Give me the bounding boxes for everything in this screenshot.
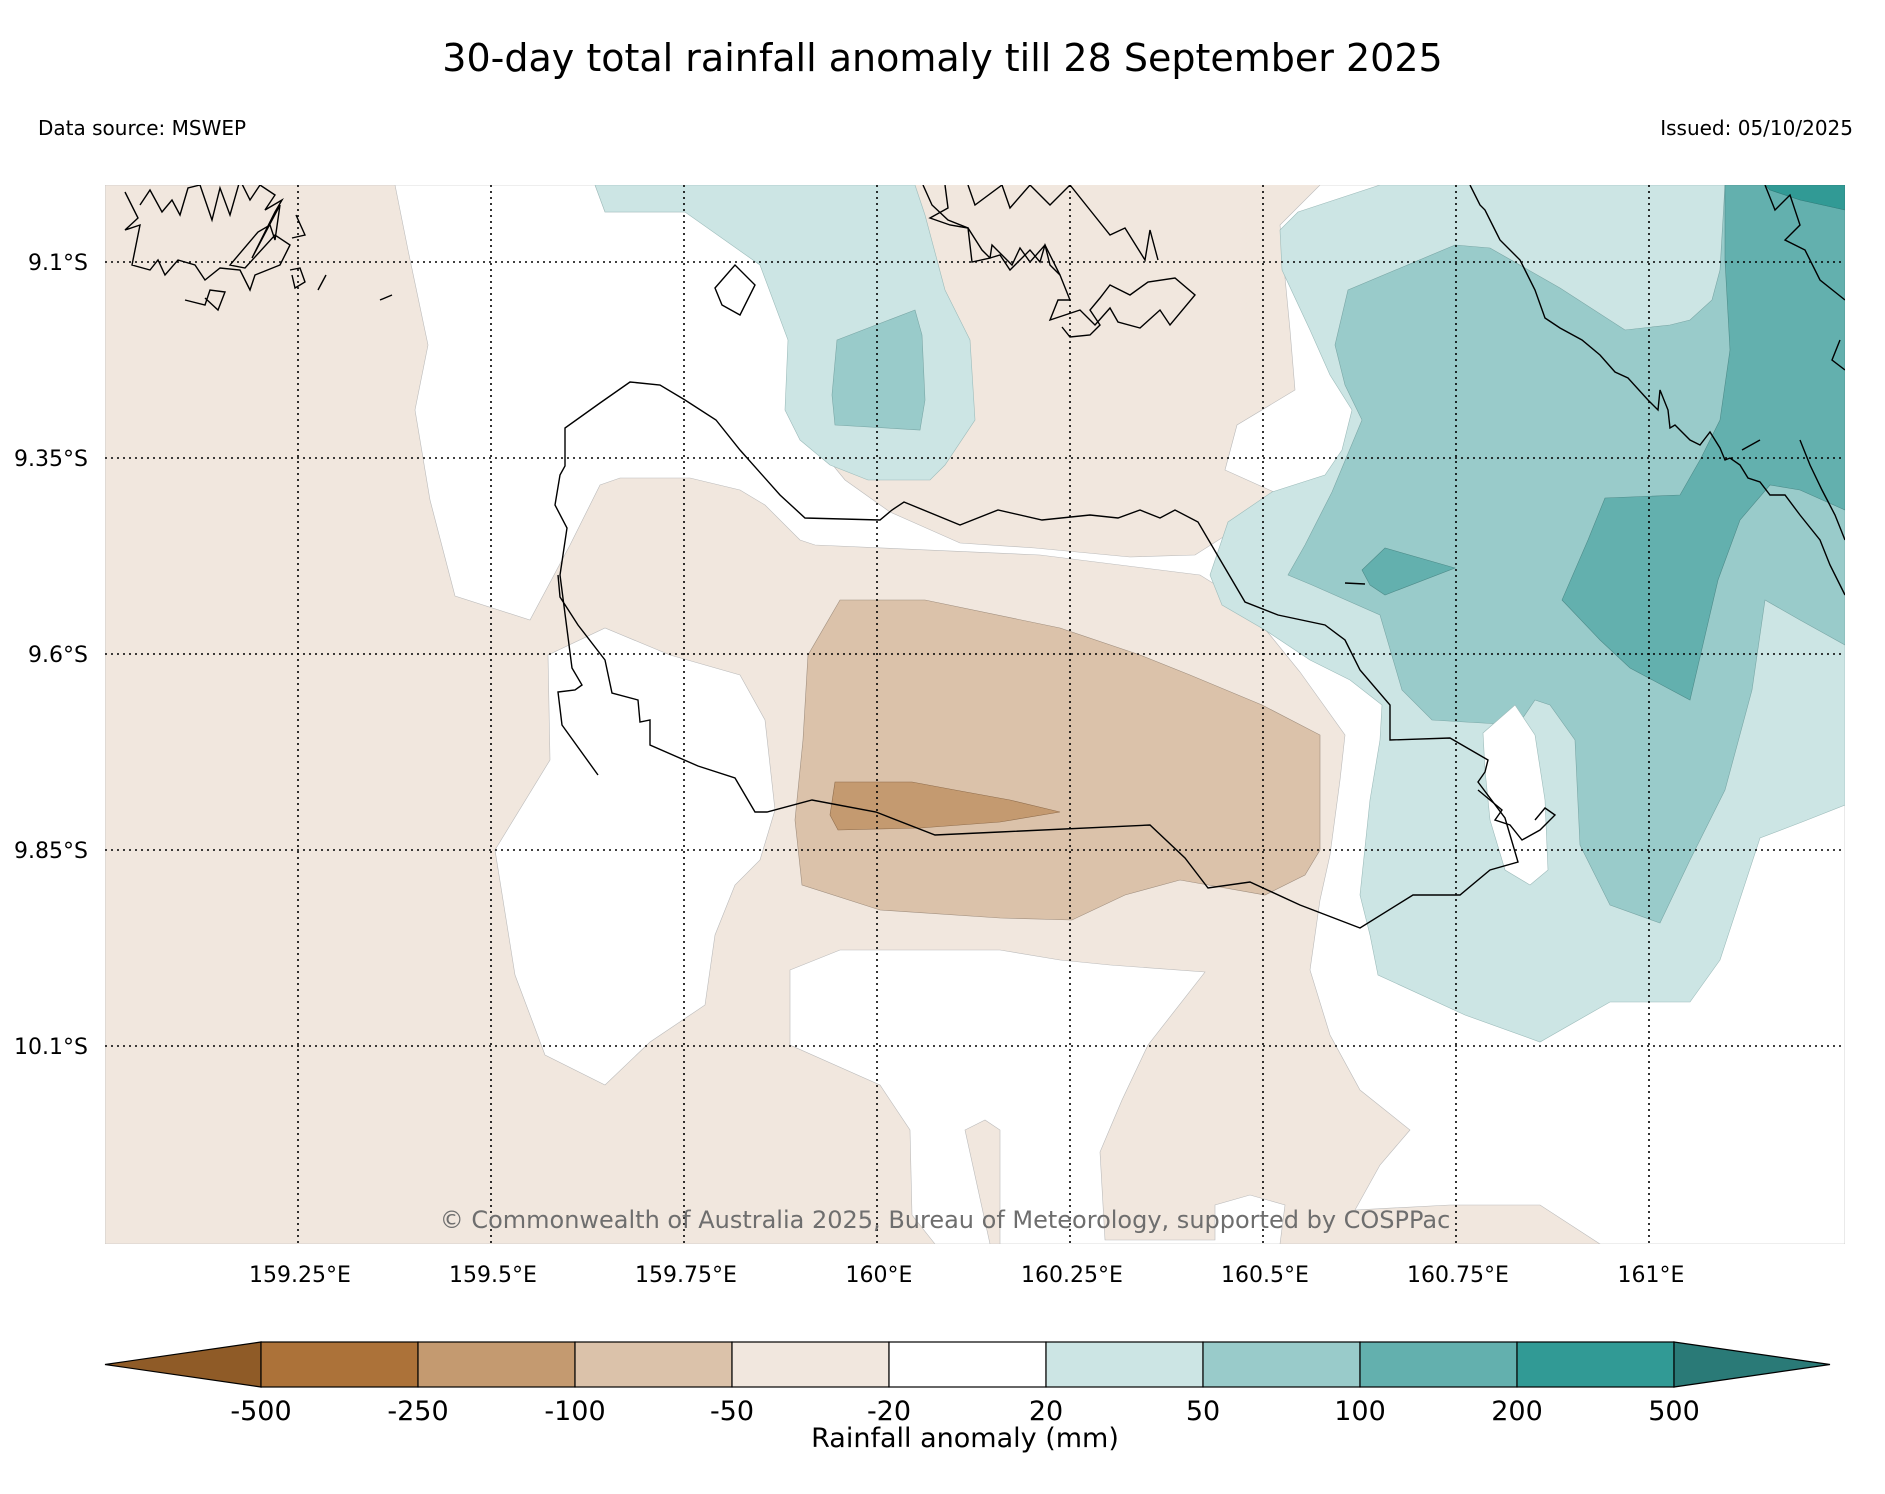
colorbar-tick-label: 50 bbox=[1186, 1396, 1220, 1427]
coastline-islet bbox=[1741, 439, 1761, 451]
coastline-nggela bbox=[922, 185, 1196, 338]
lat-label: 9.6°S bbox=[28, 643, 88, 668]
coastline-nggela-north bbox=[928, 185, 1061, 276]
colorbar-tick-label: 500 bbox=[1648, 1396, 1700, 1427]
anomaly-band-neutral-hole-south bbox=[789, 949, 1286, 1244]
latitude-labels: 9.1°S 9.35°S 9.6°S 9.85°S 10.1°S bbox=[14, 251, 88, 1060]
coastline-guadalcanal bbox=[554, 381, 1519, 929]
issued-date-label: Issued: 05/10/2025 bbox=[1660, 116, 1853, 140]
lat-label: 9.35°S bbox=[14, 447, 88, 472]
colorbar-tick-labels: -500 -250 -100 -50 -20 20 50 100 200 500 bbox=[230, 1396, 1699, 1427]
colorbar-tick-label: -250 bbox=[387, 1396, 448, 1427]
coastline-malaita-shore bbox=[1831, 339, 1845, 371]
coastline-islet bbox=[317, 274, 327, 291]
colorbar-segment bbox=[1045, 1341, 1204, 1388]
lon-label: 159.5°E bbox=[449, 1263, 537, 1288]
colorbar-under-arrow bbox=[104, 1341, 262, 1388]
map-gridlines bbox=[105, 185, 1845, 1244]
colorbar-segment bbox=[1359, 1341, 1518, 1388]
coastline-russell-small bbox=[184, 289, 226, 312]
lon-label: 161°E bbox=[1618, 1263, 1685, 1288]
page-title: 30-day total rainfall anomaly till 28 Se… bbox=[442, 36, 1443, 80]
colorbar-segment bbox=[574, 1341, 733, 1388]
coastlines bbox=[124, 185, 1845, 929]
colorbar-segment bbox=[731, 1341, 890, 1388]
coastline-nw-isle bbox=[291, 214, 306, 239]
coastline-russell bbox=[124, 185, 291, 292]
lat-label: 9.85°S bbox=[14, 839, 88, 864]
lon-label: 160.75°E bbox=[1407, 1263, 1509, 1288]
colorbar-over-arrow bbox=[1673, 1341, 1831, 1388]
data-source-label: Data source: MSWEP bbox=[38, 116, 247, 140]
lat-label: 9.1°S bbox=[28, 251, 88, 276]
coastline-malaita-shore2 bbox=[1799, 439, 1845, 541]
colorbar-tick-label: -500 bbox=[230, 1396, 291, 1427]
colorbar-tick-label: 100 bbox=[1334, 1396, 1386, 1427]
longitude-labels: 159.25°E 159.5°E 159.75°E 160°E 160.25°E… bbox=[249, 1263, 1684, 1288]
lat-label: 10.1°S bbox=[14, 1035, 88, 1060]
map-plot-area: © Commonwealth of Australia 2025, Bureau… bbox=[105, 185, 1845, 1244]
anomaly-band-medium-dry-center bbox=[794, 599, 1321, 921]
colorbar-tick-label: -50 bbox=[710, 1396, 754, 1427]
coastline-nggela-east bbox=[967, 185, 1159, 262]
lon-label: 159.75°E bbox=[635, 1263, 737, 1288]
coastline-nw-isle bbox=[289, 267, 306, 290]
anomaly-band-very-strong-wet bbox=[1764, 185, 1845, 211]
colorbar-tick-label: -100 bbox=[544, 1396, 605, 1427]
lon-label: 160.25°E bbox=[1021, 1263, 1123, 1288]
colorbar-segment bbox=[1516, 1341, 1675, 1388]
lon-label: 160.5°E bbox=[1221, 1263, 1309, 1288]
colorbar-segment bbox=[1202, 1341, 1361, 1388]
coastline-islet bbox=[1344, 582, 1366, 585]
anomaly-band-medium-wet-east bbox=[1287, 185, 1845, 924]
coastline-malaita-east bbox=[1764, 185, 1845, 301]
colorbar-segment bbox=[888, 1341, 1047, 1388]
anomaly-band-neutral-hole-center bbox=[494, 627, 776, 1086]
coastline-islet bbox=[379, 294, 393, 301]
colorbar-tick-label: 20 bbox=[1029, 1396, 1063, 1427]
anomaly-band-medium-wet-north bbox=[831, 309, 926, 431]
colorbar-tick-label: 200 bbox=[1491, 1396, 1543, 1427]
anomaly-band-strong-wet-small bbox=[1361, 547, 1456, 596]
anomaly-band-strong-dry bbox=[829, 781, 1061, 831]
colorbar-segment bbox=[260, 1341, 419, 1388]
lon-label: 159.25°E bbox=[249, 1263, 351, 1288]
colorbar bbox=[104, 1341, 1831, 1388]
lon-label: 160°E bbox=[846, 1263, 913, 1288]
colorbar-tick-label: -20 bbox=[867, 1396, 911, 1427]
colorbar-title: Rainfall anomaly (mm) bbox=[811, 1423, 1119, 1454]
copyright-notice: © Commonwealth of Australia 2025, Bureau… bbox=[440, 1206, 1451, 1234]
anomaly-band-strong-wet-east bbox=[1561, 185, 1845, 701]
coastline-east-small bbox=[1477, 789, 1557, 841]
coastline-savo bbox=[714, 263, 756, 316]
colorbar-segment bbox=[417, 1341, 576, 1388]
coastline-malaita bbox=[1469, 185, 1845, 596]
